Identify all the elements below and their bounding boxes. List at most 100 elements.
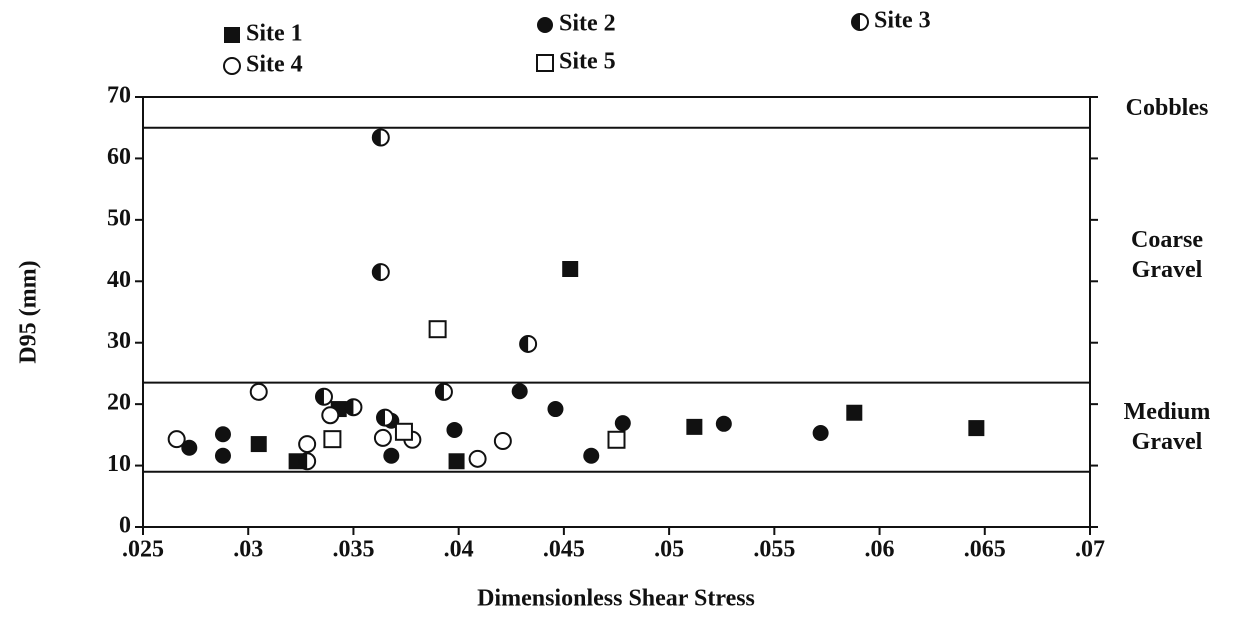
- legend-marker: [223, 57, 241, 75]
- marker-half: [372, 129, 381, 146]
- marker-square: [250, 436, 267, 453]
- marker-circle: [493, 432, 512, 450]
- y-tick-label: 0: [119, 513, 131, 539]
- marker-square: [448, 453, 465, 470]
- zone-label: Gravel: [1132, 257, 1203, 283]
- marker-half: [852, 14, 860, 30]
- marker-square: [607, 430, 626, 449]
- y-axis-label: D95 (mm): [16, 260, 42, 363]
- point: [428, 320, 447, 339]
- legend-label: Site 3: [874, 8, 931, 34]
- marker-circle: [614, 415, 631, 432]
- marker-circle: [249, 382, 268, 401]
- point: [376, 408, 395, 427]
- point: [323, 430, 342, 449]
- marker-half: [520, 335, 529, 352]
- marker-square: [536, 54, 554, 72]
- marker-square: [224, 27, 240, 43]
- marker-square: [323, 430, 342, 449]
- marker-half: [315, 388, 324, 405]
- x-tick-label: .04: [444, 537, 474, 563]
- point: [715, 415, 732, 432]
- legend-label: Site 4: [246, 52, 303, 78]
- legend-marker: [224, 27, 240, 43]
- marker-square: [394, 422, 413, 441]
- point: [314, 387, 333, 406]
- y-tick-label: 60: [107, 144, 131, 170]
- point: [371, 263, 390, 282]
- point: [968, 420, 985, 437]
- marker-circle: [167, 430, 186, 449]
- marker-circle: [383, 447, 400, 464]
- y-tick-label: 10: [107, 451, 131, 477]
- zone-label: Medium: [1124, 399, 1211, 425]
- point: [321, 406, 340, 425]
- point: [434, 382, 453, 401]
- y-tick-label: 40: [107, 267, 131, 293]
- marker-square: [562, 261, 579, 277]
- marker-square: [846, 404, 863, 421]
- point: [519, 334, 538, 353]
- point: [583, 447, 600, 464]
- point: [493, 432, 512, 450]
- marker-circle: [468, 449, 487, 468]
- point: [468, 449, 487, 468]
- legend-marker: [537, 17, 553, 33]
- point: [607, 430, 626, 449]
- point: [511, 383, 528, 400]
- plot-frame: [142, 96, 1091, 528]
- point: [344, 398, 363, 417]
- x-axis-label: Dimensionless Shear Stress: [477, 586, 755, 612]
- marker-circle: [511, 383, 528, 400]
- marker-half: [299, 453, 308, 470]
- marker-half: [345, 399, 354, 416]
- marker-circle: [214, 426, 231, 443]
- marker-circle: [537, 17, 553, 33]
- legend-marker: [536, 54, 554, 72]
- point: [846, 404, 863, 421]
- legend-label: Site 2: [559, 11, 616, 37]
- y-tick-label: 20: [107, 390, 131, 416]
- zone-label: Gravel: [1132, 429, 1203, 455]
- marker-circle: [321, 406, 340, 425]
- marker-circle: [715, 415, 732, 432]
- point: [371, 128, 390, 147]
- point: [167, 430, 186, 449]
- point: [373, 428, 392, 447]
- point: [250, 436, 267, 453]
- marker-half: [435, 383, 444, 400]
- point: [298, 452, 317, 471]
- point: [214, 447, 231, 464]
- x-tick-label: .07: [1075, 537, 1105, 563]
- marker-circle: [223, 57, 241, 75]
- marker-circle: [214, 447, 231, 464]
- legend-marker: [851, 13, 869, 31]
- point: [383, 447, 400, 464]
- x-tick-label: .05: [654, 537, 684, 563]
- marker-circle: [373, 428, 392, 447]
- marker-half: [372, 264, 381, 281]
- x-tick-label: .035: [332, 537, 374, 563]
- point: [394, 422, 413, 441]
- legend-label: Site 1: [246, 21, 303, 47]
- point: [298, 435, 317, 454]
- point: [446, 421, 463, 438]
- marker-circle: [547, 401, 564, 418]
- y-tick-label: 30: [107, 328, 131, 354]
- point: [448, 453, 465, 470]
- point: [614, 415, 631, 432]
- point: [547, 401, 564, 418]
- x-tick-label: .025: [122, 537, 164, 563]
- marker-square: [968, 420, 985, 437]
- marker-half: [377, 409, 386, 426]
- x-tick-label: .065: [964, 537, 1006, 563]
- marker-square: [428, 320, 447, 339]
- zone-label: Coarse: [1131, 227, 1203, 253]
- x-tick-label: .055: [753, 537, 795, 563]
- y-tick-label: 50: [107, 205, 131, 231]
- zone-label: Cobbles: [1126, 95, 1209, 121]
- marker-circle: [298, 435, 317, 454]
- point: [181, 439, 198, 456]
- point: [686, 418, 703, 435]
